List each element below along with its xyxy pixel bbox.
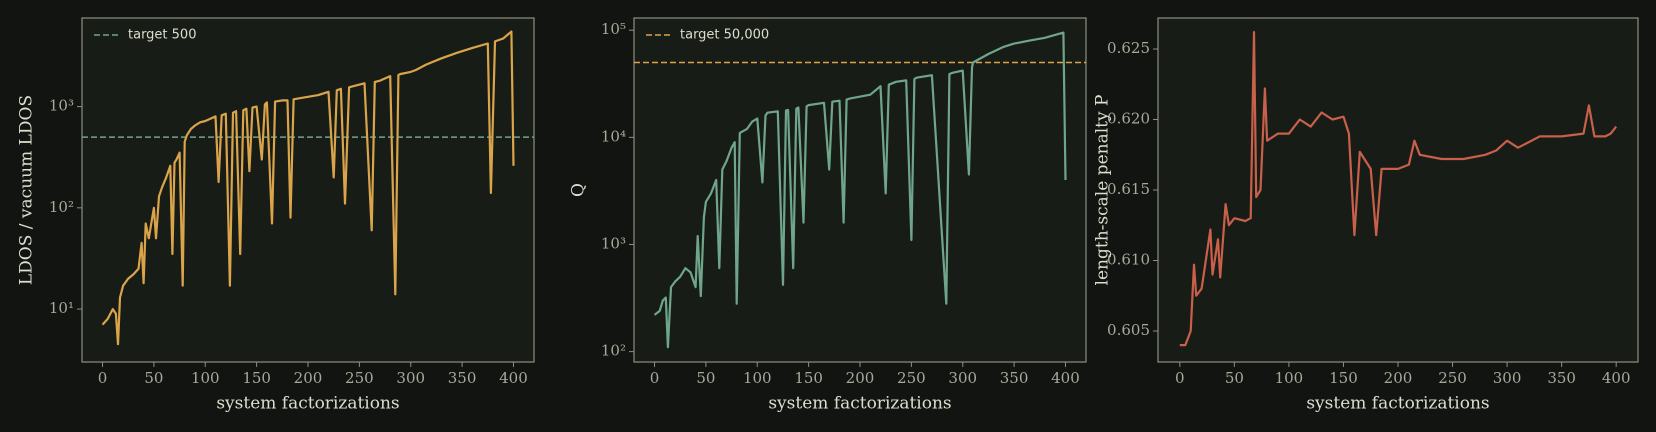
y-tick-label: 10¹ [49, 299, 74, 317]
y-axis-label: Q [569, 183, 589, 197]
legend-label: target 500 [128, 28, 196, 43]
plot-area [1157, 17, 1639, 363]
x-tick-label: 200 [294, 369, 323, 387]
x-tick-label: 50 [696, 369, 715, 387]
y-tick-label: 0.620 [1107, 110, 1150, 128]
x-tick-label: 400 [499, 369, 528, 387]
x-tick-label: 250 [897, 369, 926, 387]
x-tick-label: 300 [396, 369, 425, 387]
x-tick-label: 250 [345, 369, 374, 387]
x-tick-label: 0 [1175, 369, 1185, 387]
plot-area [633, 17, 1087, 363]
x-tick-label: 350 [1547, 369, 1576, 387]
legend-label: target 50,000 [680, 28, 769, 43]
x-tick-label: 100 [1275, 369, 1304, 387]
x-tick-label: 300 [1493, 369, 1522, 387]
x-tick-label: 400 [1051, 369, 1080, 387]
y-tick-label: 0.625 [1107, 39, 1150, 57]
x-tick-label: 200 [846, 369, 875, 387]
x-tick-label: 400 [1602, 369, 1631, 387]
y-tick-label: 10² [601, 342, 626, 360]
subplot: 0 50 100 150 200 250 300 350 400 10² 10³ 10⁴ 10⁵ syst… [569, 17, 1087, 414]
x-axis-label: system factorizations [216, 394, 399, 414]
x-tick-label: 350 [1000, 369, 1029, 387]
x-tick-label: 50 [144, 369, 163, 387]
data-line [653, 31, 1067, 349]
x-tick-label: 150 [1329, 369, 1358, 387]
data-line [101, 30, 515, 346]
subplot: 0 50 100 150 200 250 300 350 400 10¹ 10² 10³ system … [17, 17, 535, 414]
subplot: 0 50 100 150 200 250 300 350 400 0.605 0.610 0.615 0… [1093, 17, 1639, 414]
y-tick-label: 10⁵ [601, 20, 626, 38]
y-axis-label: length-scale penalty P [1093, 95, 1113, 286]
x-tick-label: 150 [242, 369, 271, 387]
plot-area [81, 17, 535, 363]
x-axis-label: system factorizations [768, 394, 951, 414]
x-tick-label: 100 [743, 369, 772, 387]
y-tick-label: 0.605 [1107, 321, 1150, 339]
y-tick-label: 10² [49, 198, 74, 216]
x-tick-label: 50 [1225, 369, 1244, 387]
y-tick-label: 10³ [601, 234, 626, 252]
y-tick-label: 10⁴ [601, 127, 626, 145]
x-tick-label: 200 [1384, 369, 1413, 387]
x-tick-label: 100 [191, 369, 220, 387]
y-tick-label: 0.615 [1107, 180, 1150, 198]
x-tick-label: 150 [794, 369, 823, 387]
data-line [1179, 31, 1618, 347]
y-tick-label: 0.610 [1107, 250, 1150, 268]
x-tick-label: 0 [650, 369, 660, 387]
x-tick-label: 350 [448, 369, 477, 387]
y-tick-label: 10³ [49, 97, 74, 115]
x-tick-label: 300 [948, 369, 977, 387]
y-axis-label: LDOS / vacuum LDOS [17, 95, 37, 285]
x-tick-label: 0 [98, 369, 108, 387]
x-tick-label: 250 [1438, 369, 1467, 387]
x-axis-label: system factorizations [1306, 394, 1489, 414]
